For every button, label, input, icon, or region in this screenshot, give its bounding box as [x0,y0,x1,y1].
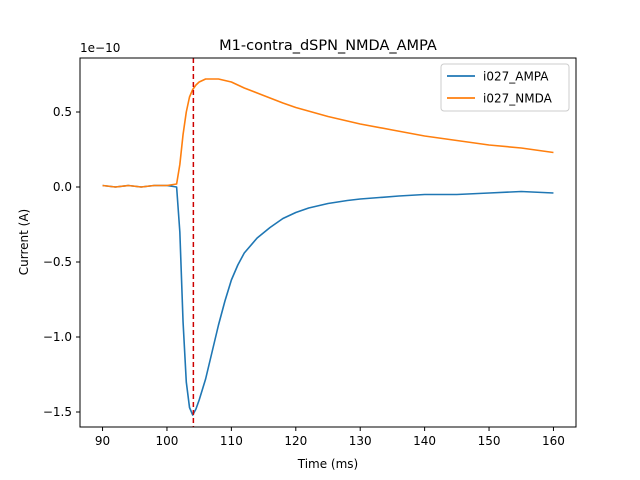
x-axis-label: Time (ms) [297,457,359,471]
plot-area [102,58,554,427]
x-tick-label: 160 [542,434,565,448]
y-tick-label: 0.5 [53,105,72,119]
series-line-ampa [102,184,554,416]
y-tick-label: −1.0 [43,330,72,344]
legend-label-ampa: i027_AMPA [483,70,549,84]
x-tick-label: 120 [284,434,307,448]
y-tick-label: 0.0 [53,180,72,194]
x-tick-label: 110 [220,434,243,448]
x-axis: 90 100 110 120 130 140 150 160 [95,427,565,448]
x-tick-label: 130 [349,434,372,448]
y-axis-offset-label: 1e−10 [80,41,120,55]
x-tick-label: 90 [95,434,110,448]
legend-label-nmda: i027_NMDA [483,92,553,106]
series-layer [102,78,554,416]
y-axis: −1.5 −1.0 −0.5 0.0 0.5 [43,105,80,419]
x-tick-label: 150 [478,434,501,448]
plot-frame [79,57,577,428]
chart-title: M1-contra_dSPN_NMDA_AMPA [219,38,437,54]
x-tick-label: 140 [413,434,436,448]
series-line-nmda [102,78,554,188]
legend: i027_AMPA i027_NMDA [440,63,570,112]
x-tick-label: 100 [156,434,179,448]
y-tick-label: −1.5 [43,405,72,419]
y-tick-label: −0.5 [43,255,72,269]
y-axis-label: Current (A) [17,209,31,275]
